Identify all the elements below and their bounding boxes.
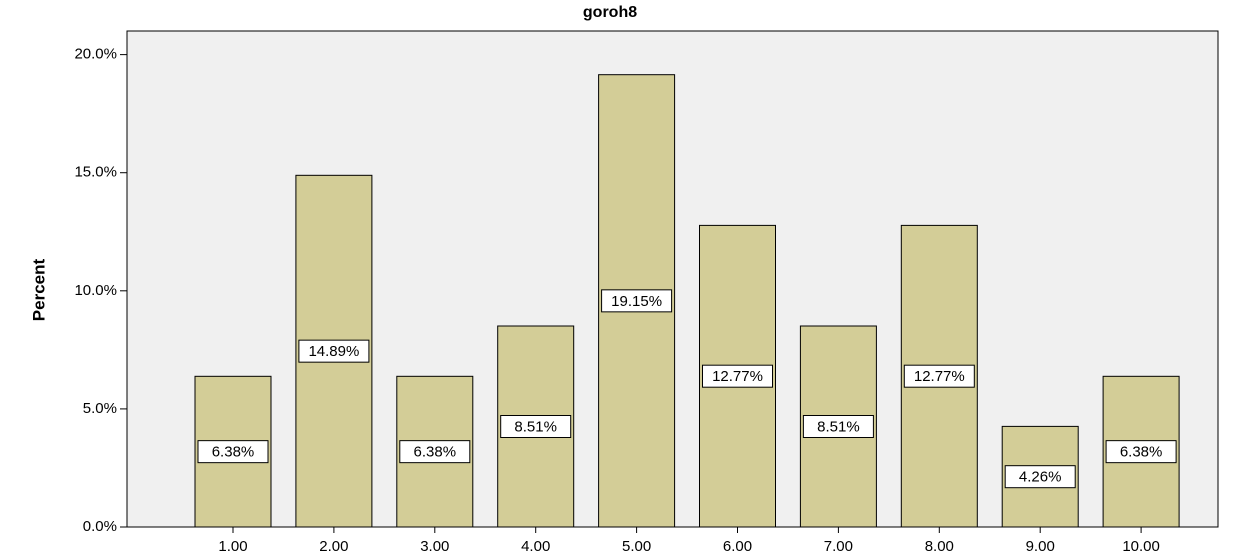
value-label-box xyxy=(601,289,673,313)
value-label: 6.38% xyxy=(212,444,255,461)
value-label-box xyxy=(500,415,572,439)
value-label: 4.26% xyxy=(1019,469,1062,486)
value-label-box xyxy=(197,440,269,464)
x-tick-label: 5.00 xyxy=(622,538,651,555)
value-label: 8.51% xyxy=(514,418,557,435)
value-label-box xyxy=(1004,465,1076,489)
x-tick-label: 6.00 xyxy=(723,538,752,555)
value-label-box xyxy=(903,364,975,388)
value-label: 6.38% xyxy=(1120,444,1163,461)
x-tick-label: 8.00 xyxy=(925,538,954,555)
value-label: 6.38% xyxy=(414,444,457,461)
value-label-box xyxy=(1105,440,1177,464)
x-tick-label: 2.00 xyxy=(319,538,348,555)
value-label-box xyxy=(802,415,874,439)
value-label-box xyxy=(298,339,370,363)
y-tick-label: 10.0% xyxy=(74,282,117,299)
x-tick-label: 7.00 xyxy=(824,538,853,555)
x-tick-label: 1.00 xyxy=(218,538,247,555)
value-label-box xyxy=(702,364,773,388)
value-label: 19.15% xyxy=(611,293,662,310)
x-tick-label: 10.00 xyxy=(1122,538,1160,555)
x-tick-label: 3.00 xyxy=(420,538,449,555)
value-label: 12.77% xyxy=(712,368,763,385)
chart-title: goroh8 xyxy=(583,4,637,21)
value-label: 14.89% xyxy=(308,343,359,360)
y-tick-label: 0.0% xyxy=(83,518,117,535)
y-tick-label: 5.0% xyxy=(83,400,117,417)
value-label: 12.77% xyxy=(914,368,965,385)
y-axis-label: Percent xyxy=(29,258,48,321)
x-tick-label: 4.00 xyxy=(521,538,550,555)
x-tick-label: 9.00 xyxy=(1026,538,1055,555)
value-label-box xyxy=(399,440,471,464)
y-tick-label: 15.0% xyxy=(74,164,117,181)
y-tick-label: 20.0% xyxy=(74,46,117,63)
value-label: 8.51% xyxy=(817,418,860,435)
